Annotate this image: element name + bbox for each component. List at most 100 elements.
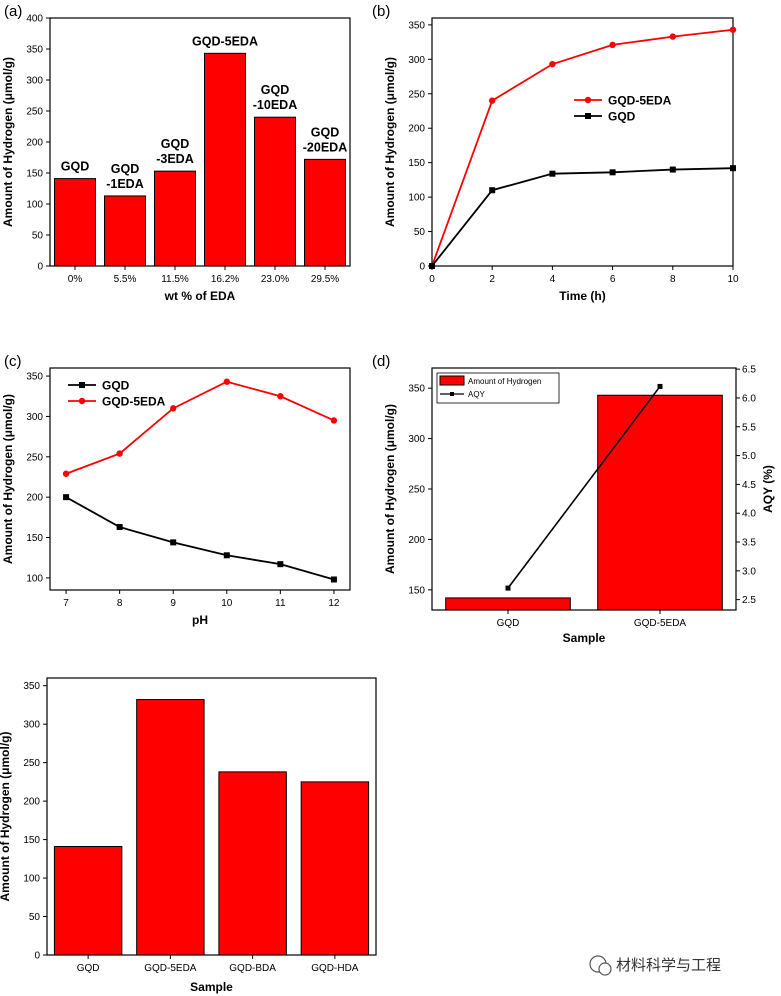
chart-a-xtick-label: 0% — [68, 274, 83, 285]
chart-c-series-line-gqd-5eda — [65, 380, 335, 475]
chart-e-bar — [136, 699, 205, 956]
chart-d-xtick-label: GQD-5EDA — [634, 618, 687, 629]
chart-d-ytick-label: 150 — [408, 585, 425, 596]
chart-b-point — [669, 33, 676, 40]
chart-e-ytick-label: 0 — [34, 951, 40, 962]
chart-b-xtick-label: 0 — [429, 274, 435, 285]
chart-c-series-line-gqd — [65, 496, 335, 581]
chart-c-ylabel: Amount of Hydrogen (μmol/g) — [1, 394, 15, 564]
chart-b-xlabel: Time (h) — [559, 289, 605, 303]
chart-a-ytick-label: 100 — [26, 200, 43, 211]
chart-e-ytick-label: 50 — [29, 912, 41, 923]
chart-c-legend-label: GQD — [102, 379, 130, 393]
chart-a-xtick-label: 23.0% — [261, 274, 289, 285]
chart-a-ytick-label: 200 — [26, 138, 43, 149]
chart-a-bar — [304, 158, 346, 267]
chart-d-y2tick-label: 6.0 — [742, 393, 756, 404]
chart-c-xtick-label: 12 — [328, 598, 340, 609]
chart-b-xtick-label: 2 — [489, 274, 495, 285]
chart-c-ytick-label: 350 — [26, 372, 43, 383]
wechat-icon-bubble — [598, 962, 612, 976]
watermark-text: 材料科学与工程 — [616, 956, 721, 974]
chart-d-ytick-label: 350 — [408, 384, 425, 395]
chart-a-bar-label: GQD — [311, 125, 339, 139]
chart-e-xtick-label: GQD-HDA — [311, 963, 359, 974]
chart-c-point — [63, 494, 70, 501]
chart-c-point — [116, 524, 123, 531]
chart-c-xtick-label: 11 — [275, 598, 286, 609]
chart-b-point — [729, 26, 737, 33]
chart-d-bar — [445, 597, 571, 611]
chart-a-bar-label: -10EDA — [253, 98, 297, 112]
chart-b-ytick-label: 350 — [408, 20, 425, 31]
chart-b-ytick-label: 150 — [408, 158, 425, 169]
chart-c-point — [170, 539, 177, 546]
chart-b-point — [609, 41, 616, 49]
chart-c-plot-frame — [49, 367, 351, 591]
chart-b-point — [489, 187, 496, 194]
chart-c-point — [170, 405, 177, 412]
chart-a-bar-label: GQD — [161, 137, 189, 151]
chart-c-xtick-label: 8 — [117, 598, 123, 609]
chart-b-legend-label: GQD-5EDA — [608, 94, 672, 108]
chart-a-bar-label: GQD — [261, 83, 289, 97]
chart-e-ytick-label: 250 — [23, 758, 40, 769]
chart-a-ytick-label: 150 — [26, 169, 43, 180]
chart-d-aqy-line — [507, 385, 661, 589]
chart-b-ytick-label: 300 — [408, 55, 425, 66]
chart-b-panel-label: (b) — [372, 3, 390, 20]
chart-e-ytick-label: 150 — [23, 835, 40, 846]
chart-a-xtick-label: 16.2% — [211, 274, 239, 285]
chart-d-ytick-label: 200 — [408, 535, 425, 546]
chart-d-panel-label: (d) — [372, 353, 390, 370]
chart-b-legend-label: GQD — [608, 110, 636, 124]
chart-c-xtick-label: 10 — [221, 598, 233, 609]
chart-e-bar — [300, 781, 370, 956]
chart-a-bar — [204, 52, 246, 267]
chart-c-point — [330, 576, 337, 583]
chart-a-xtick-label: 29.5% — [311, 274, 339, 285]
chart-a-ytick-label: 350 — [26, 45, 43, 56]
chart-a-xtick-label: 5.5% — [114, 274, 137, 285]
chart-a-bar-label: GQD-5EDA — [192, 34, 258, 48]
chart-d-y2tick-label: 3.5 — [742, 538, 756, 549]
chart-d-aqy-point — [505, 585, 511, 591]
chart-b-xtick-label: 8 — [670, 274, 676, 285]
chart-d-y2tick-label: 4.5 — [742, 480, 756, 491]
chart-a-ytick-label: 300 — [26, 76, 43, 87]
chart-a-bar — [254, 116, 296, 267]
chart-d-aqy-point — [657, 383, 663, 389]
chart-a-bar-label: GQD — [61, 160, 89, 174]
chart-e-ylabel: Amount of Hydrogen (μmol/g) — [0, 732, 12, 902]
chart-b-point — [489, 97, 496, 104]
chart-b-legend-marker — [584, 96, 592, 104]
chart-a-bar — [154, 170, 196, 267]
chart-d-legend-bar-swatch — [439, 375, 465, 386]
chart-a-ytick-label: 400 — [26, 14, 43, 25]
chart-e-xtick-label: GQD — [77, 963, 100, 974]
chart-e-plot-frame — [46, 677, 377, 956]
chart-d-y2tick-label: 6.5 — [742, 365, 756, 376]
chart-a-xtick-label: 11.5% — [161, 274, 189, 285]
chart-a-ytick-label: 50 — [32, 231, 44, 242]
chart-a-bar — [104, 195, 146, 267]
chart-a-xlabel: wt % of EDA — [164, 289, 236, 303]
chart-c-ytick-label: 300 — [26, 412, 43, 423]
chart-c-point — [223, 378, 230, 385]
chart-a-bar-label: -20EDA — [303, 140, 347, 154]
chart-c-ytick-label: 150 — [26, 533, 43, 544]
chart-d-legend-label: AQY — [468, 390, 486, 399]
chart-b-point — [429, 263, 435, 269]
chart-b-point — [549, 170, 556, 177]
chart-b-xtick-label: 6 — [610, 274, 616, 285]
chart-b-ytick-label: 50 — [414, 227, 426, 238]
chart-c-point — [62, 470, 70, 477]
chart-b-series-line-gqd — [431, 167, 734, 267]
chart-c-xlabel: pH — [192, 613, 208, 627]
chart-c-ytick-label: 200 — [26, 493, 43, 504]
chart-e-xtick-label: GQD-5EDA — [144, 963, 197, 974]
chart-b-xtick-label: 10 — [727, 274, 739, 285]
chart-e-ytick-label: 100 — [23, 874, 40, 885]
chart-b-point — [730, 165, 736, 172]
